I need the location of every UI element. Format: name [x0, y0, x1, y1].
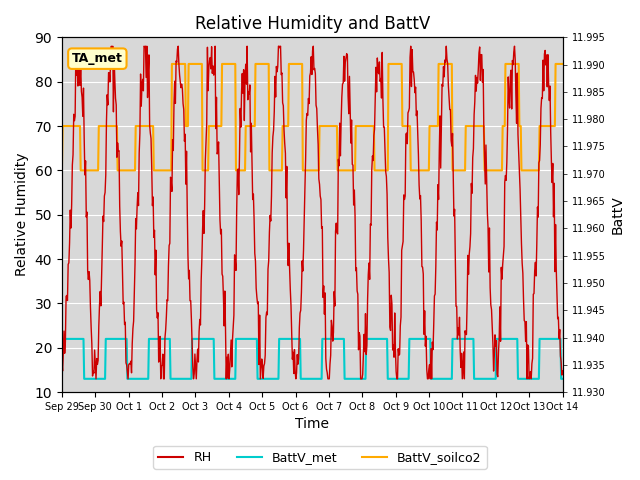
Title: Relative Humidity and BattV: Relative Humidity and BattV	[195, 15, 430, 33]
X-axis label: Time: Time	[295, 418, 329, 432]
Y-axis label: BattV: BattV	[611, 195, 625, 234]
Legend: RH, BattV_met, BattV_soilco2: RH, BattV_met, BattV_soilco2	[154, 446, 486, 469]
Text: TA_met: TA_met	[72, 52, 123, 65]
Y-axis label: Relative Humidity: Relative Humidity	[15, 153, 29, 276]
